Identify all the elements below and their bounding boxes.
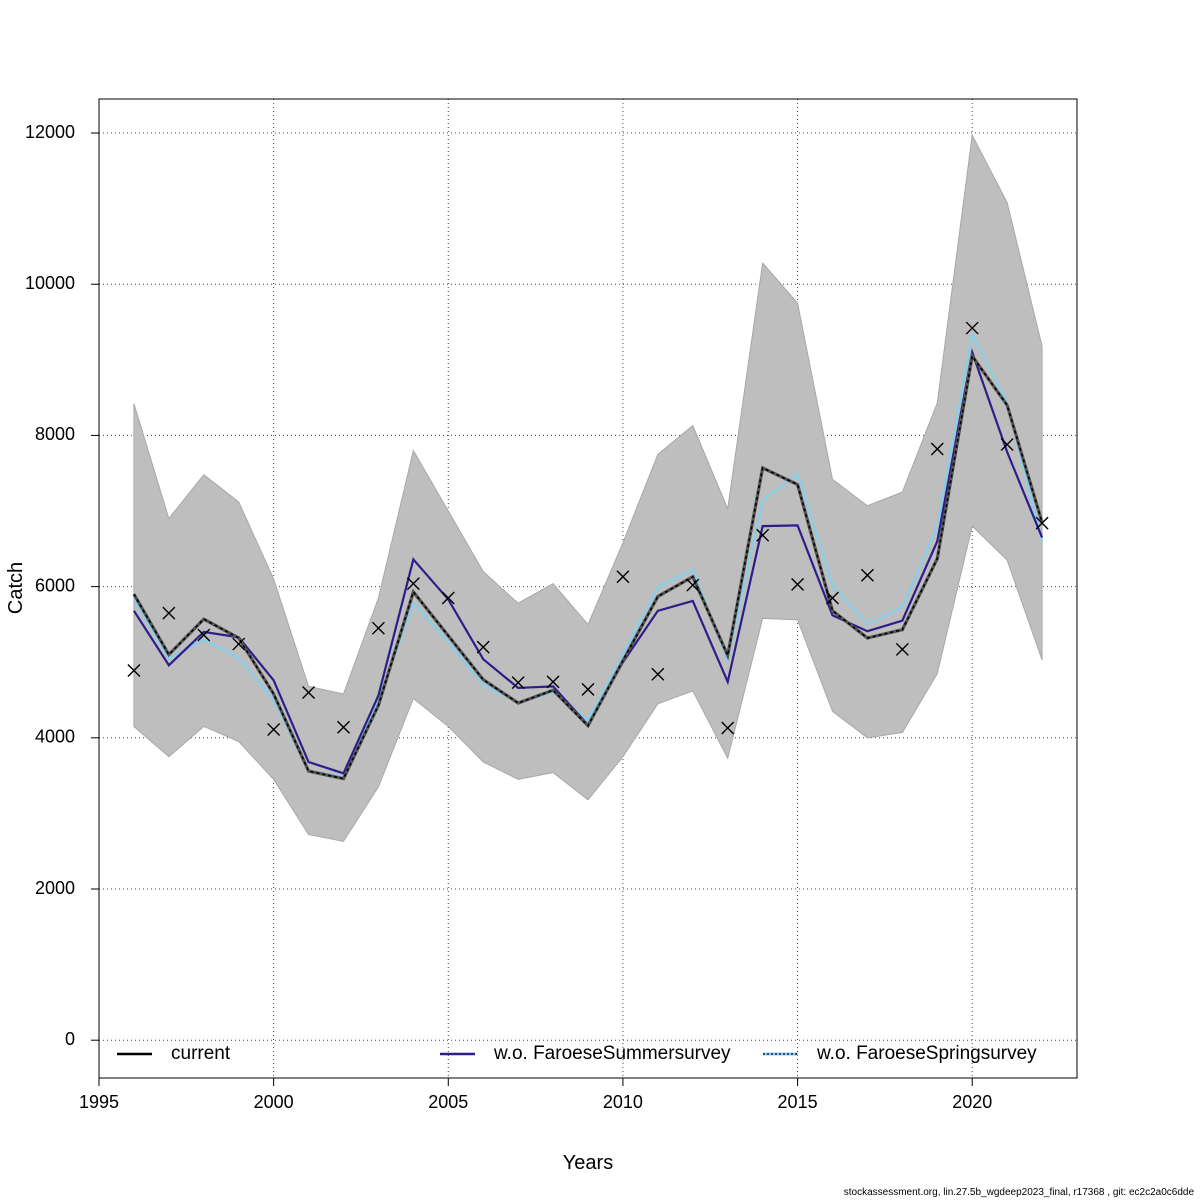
y-tick-label: 4000 xyxy=(35,727,75,747)
legend-label-current: current xyxy=(171,1043,231,1064)
y-axis: 0 2000 4000 6000 8000 10000 12000 xyxy=(25,122,99,1049)
observation-marker xyxy=(651,667,665,681)
y-tick-label: 10000 xyxy=(25,273,75,293)
observation-marker xyxy=(895,642,909,656)
y-tick-label: 6000 xyxy=(35,575,75,595)
y-axis-title: Catch xyxy=(5,562,27,614)
observation-cross-stroke xyxy=(511,676,525,690)
x-tick-label: 2005 xyxy=(428,1092,468,1112)
y-tick-label: 12000 xyxy=(25,122,75,142)
observation-cross-stroke xyxy=(756,528,770,542)
observation-cross-stroke xyxy=(581,682,595,696)
observation-marker xyxy=(1035,516,1049,530)
observation-marker xyxy=(546,675,560,689)
x-tick-label: 2015 xyxy=(778,1092,818,1112)
observation-marker xyxy=(127,664,141,678)
observation-marker xyxy=(371,621,385,635)
observation-cross-stroke xyxy=(127,664,141,678)
observation-cross-stroke xyxy=(267,722,281,736)
observation-cross-stroke xyxy=(686,578,700,592)
observation-marker xyxy=(581,682,595,696)
observation-cross-stroke xyxy=(441,591,455,605)
y-tick-label: 0 xyxy=(65,1029,75,1049)
observation-marker xyxy=(1000,437,1014,451)
legend-label-springsurvey: w.o. FaroeseSpringsurvey xyxy=(816,1043,1037,1064)
observation-cross-stroke xyxy=(232,637,246,651)
series-line-current-dotted xyxy=(133,354,1043,780)
legend: current w.o. FaroeseSummersurvey w.o. Faro… xyxy=(117,1043,1037,1064)
legend-label-summersurvey: w.o. FaroeseSummersurvey xyxy=(493,1043,731,1064)
observation-marker xyxy=(441,591,455,605)
observation-cross-stroke xyxy=(371,621,385,635)
observation-marker xyxy=(616,570,630,584)
observation-cross-stroke xyxy=(546,675,560,689)
y-tick-label: 8000 xyxy=(35,424,75,444)
observation-marker xyxy=(197,628,211,642)
observation-marker xyxy=(965,321,979,335)
observation-marker xyxy=(232,637,246,651)
series-line-springsurvey xyxy=(132,330,1044,778)
observation-cross-stroke xyxy=(1035,516,1049,530)
observation-marker xyxy=(162,606,176,620)
x-tick-label: 1995 xyxy=(79,1092,119,1112)
observation-marker xyxy=(791,577,805,591)
series-layer xyxy=(132,330,1044,781)
confidence-band-layer xyxy=(133,133,1043,842)
observation-marker xyxy=(511,676,525,690)
observation-cross-stroke xyxy=(930,442,944,456)
observation-marker xyxy=(686,578,700,592)
observation-cross-stroke xyxy=(860,568,874,582)
observation-cross-stroke xyxy=(1000,437,1014,451)
observation-cross-stroke xyxy=(965,321,979,335)
observation-marker xyxy=(406,577,420,591)
x-tick-label: 2020 xyxy=(952,1092,992,1112)
observations-layer xyxy=(127,321,1049,736)
x-axis-title: Years xyxy=(563,1152,613,1174)
observation-marker xyxy=(860,568,874,582)
observation-marker xyxy=(476,640,490,654)
observation-cross-stroke xyxy=(721,721,735,735)
observation-marker xyxy=(721,721,735,735)
observation-cross-stroke xyxy=(476,640,490,654)
observation-cross-stroke xyxy=(302,685,316,699)
footer-credit: stockassessment.org, lin.27.5b_wgdeep202… xyxy=(843,1187,1194,1198)
observation-cross-stroke xyxy=(616,570,630,584)
observation-cross-stroke xyxy=(406,577,420,591)
observation-cross-stroke xyxy=(895,642,909,656)
y-tick-label: 2000 xyxy=(35,878,75,898)
observation-cross-stroke xyxy=(162,606,176,620)
observation-cross-stroke xyxy=(197,628,211,642)
observation-marker xyxy=(302,685,316,699)
observation-marker xyxy=(826,591,839,605)
x-axis: 1995 2000 2005 2010 2015 2020 xyxy=(79,1078,992,1112)
observation-cross-stroke xyxy=(651,667,665,681)
plot-frame xyxy=(98,98,1078,1079)
x-tick-label: 2000 xyxy=(254,1092,294,1112)
observation-cross-stroke xyxy=(826,591,839,605)
confidence-band xyxy=(133,133,1043,842)
observation-marker xyxy=(930,442,944,456)
observation-marker xyxy=(267,722,281,736)
observation-cross-stroke xyxy=(337,720,350,734)
observation-marker xyxy=(756,528,770,542)
x-tick-label: 2010 xyxy=(603,1092,643,1112)
observation-marker xyxy=(337,720,350,734)
observation-cross-stroke xyxy=(791,577,805,591)
